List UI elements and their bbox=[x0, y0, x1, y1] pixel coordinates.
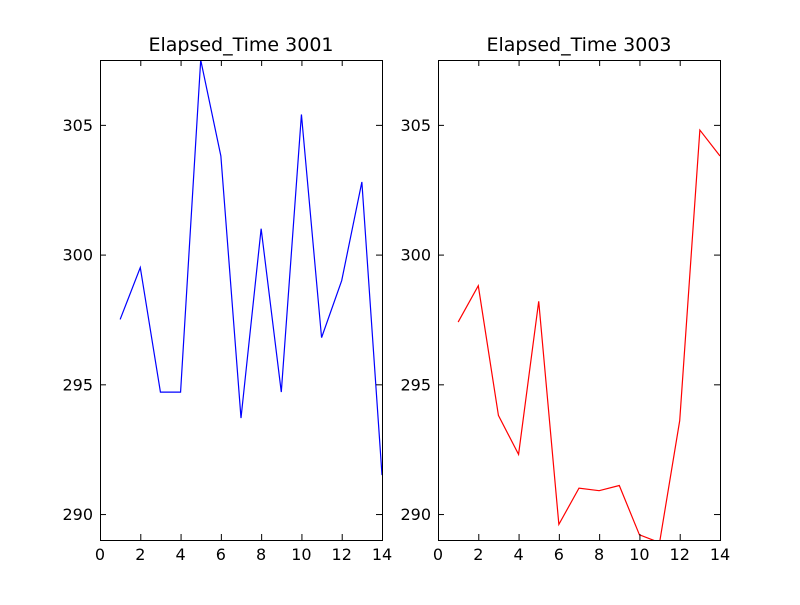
x-tick-label: 6 bbox=[554, 545, 564, 564]
x-tick-label: 14 bbox=[372, 545, 392, 564]
axes-frame bbox=[100, 60, 383, 541]
y-tick-label: 305 bbox=[400, 116, 431, 135]
y-tick-label: 290 bbox=[400, 505, 431, 524]
x-tick-label: 0 bbox=[433, 545, 443, 564]
series-line-1 bbox=[119, 60, 382, 476]
x-tick-label: 4 bbox=[513, 545, 523, 564]
x-tick-label: 4 bbox=[175, 545, 185, 564]
x-tick-label: 14 bbox=[710, 545, 730, 564]
y-tick-label: 305 bbox=[62, 116, 93, 135]
subplot-1: 0 2 4 6 8 10 12 14 290 295 300 305 Elapsed_Time 3001 bbox=[62, 34, 392, 564]
x-tick-label: 2 bbox=[135, 545, 145, 564]
x-tick-label: 2 bbox=[473, 545, 483, 564]
x-tick-label: 8 bbox=[594, 545, 604, 564]
x-tick-label: 10 bbox=[291, 545, 311, 564]
y-tick-label: 290 bbox=[62, 505, 93, 524]
subplot-2: 0 2 4 6 8 10 12 14 290 295 300 305 Elapsed_Time 3003 bbox=[400, 34, 730, 564]
series-line-1 bbox=[457, 128, 720, 540]
x-tick-label: 0 bbox=[95, 545, 105, 564]
x-tick-label: 12 bbox=[670, 545, 690, 564]
x-tick-label: 6 bbox=[216, 545, 226, 564]
y-tick-label: 300 bbox=[62, 246, 93, 265]
chart-title: Elapsed_Time 3003 bbox=[486, 34, 671, 56]
y-tick-label: 295 bbox=[62, 375, 93, 394]
x-tick-label: 10 bbox=[629, 545, 649, 564]
axes-frame bbox=[438, 60, 721, 541]
x-tick-label: 8 bbox=[256, 545, 266, 564]
y-tick-label: 295 bbox=[400, 375, 431, 394]
x-tick-label: 12 bbox=[332, 545, 352, 564]
y-tick-label: 300 bbox=[400, 246, 431, 265]
chart-title: Elapsed_Time 3001 bbox=[148, 34, 333, 56]
